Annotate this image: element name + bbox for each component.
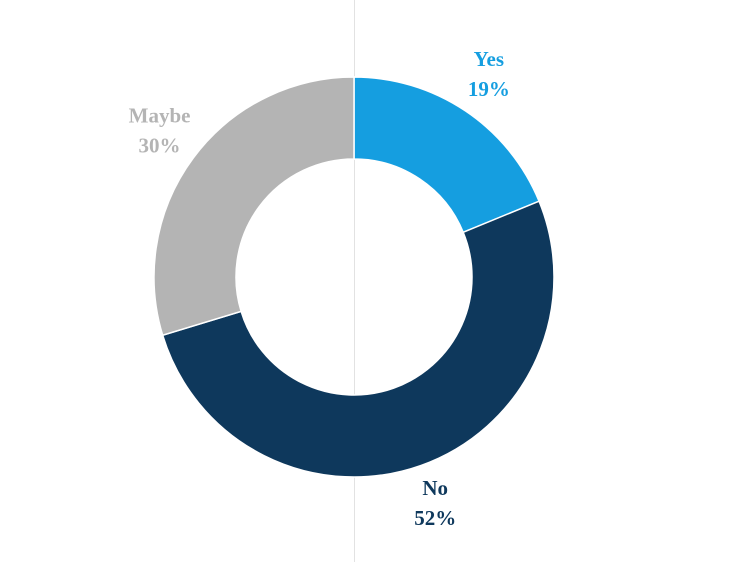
category-label: Yes	[474, 47, 504, 71]
donut-segment	[153, 76, 355, 337]
value-label: 30%	[139, 134, 181, 158]
category-label: No	[422, 476, 448, 500]
value-label: 52%	[414, 506, 456, 530]
donut-segment	[161, 200, 555, 478]
donut-segment	[353, 76, 541, 234]
value-label: 19%	[468, 77, 510, 101]
category-label: Maybe	[129, 104, 191, 128]
